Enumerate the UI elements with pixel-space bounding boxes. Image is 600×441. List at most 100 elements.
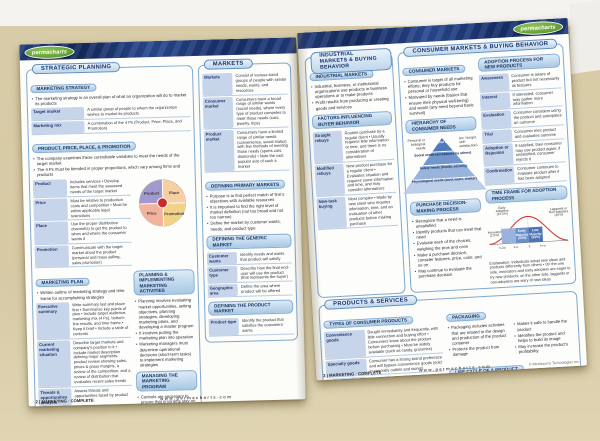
row-value: If interested, consumer may gather more … xyxy=(512,89,554,107)
pie-label-price: Price xyxy=(146,210,157,217)
bullet-icon: • xyxy=(135,341,138,347)
tick-label: x̄-2σ xyxy=(499,245,506,250)
subheader-hierarchy: HIERARCHY OF CONSUMER NEEDS xyxy=(405,116,477,134)
bullet-list: • Purpose is to find perfect match of fir… xyxy=(206,191,290,231)
pie-label-product: Product xyxy=(143,190,160,196)
bullet-icon: • xyxy=(33,155,35,161)
row-label: Place xyxy=(33,221,69,245)
bullet-list: • Packaging includes activities that are … xyxy=(448,321,510,359)
left-page-content: STRATEGIC PLANNING MARKETING STRATEGY • T… xyxy=(20,53,306,407)
bullet-icon: • xyxy=(33,167,36,173)
bullet-list: • Recognize that a need is unsatisfied • Id… xyxy=(412,215,484,279)
marketing-plan-column: MARKETING PLAN • Written outline of marke… xyxy=(35,269,137,407)
row-label: New-task buying xyxy=(316,196,347,230)
bullet-list: • Consumer is target of all marketing eff… xyxy=(404,75,475,116)
table-row: Markets Consist of various-sized groups o… xyxy=(202,71,288,97)
row-value: Consumer is aware of product but not nec… xyxy=(511,70,560,88)
subheader-adoption-process: ADOPTION PROCESS FOR NEW PRODUCTS xyxy=(477,53,561,72)
bullet-text: Protects the product from damage xyxy=(452,344,500,357)
subheader-managing-program: MANAGING THE MARKETING PROGRAM xyxy=(135,370,198,392)
bullet-item: • May increase the product's profitabilit… xyxy=(515,341,575,355)
bullet-icon: • xyxy=(134,298,137,305)
table: Straight rebuys Routine purchase by a reg… xyxy=(312,127,399,231)
bullet-icon: • xyxy=(206,204,209,210)
table: Awareness Consumer is aware of product bu… xyxy=(478,70,567,186)
bullet-icon: • xyxy=(411,218,414,224)
table-row: Executive summary Write summary last and … xyxy=(36,300,131,340)
phase-label: Introduction xyxy=(449,379,482,381)
row-label: Geographic area xyxy=(207,284,239,298)
row-value: Consumer considers using the product and… xyxy=(513,107,562,126)
subheader-factors: FACTORS INFLUENCING BUYER BEHAVIOR xyxy=(311,110,393,129)
row-label: Awareness xyxy=(478,73,510,92)
row-value: Use the proper distribution channel(s) t… xyxy=(70,220,127,242)
row-label: Adoption or Rejection xyxy=(482,142,514,166)
table: Customer wants Identify needs and wants t… xyxy=(206,250,293,299)
bullet-icon: • xyxy=(413,252,416,258)
table-row: Customer type Describe how the final end-… xyxy=(207,264,293,285)
row-value: Consumers have a broad range of similar … xyxy=(236,95,286,126)
table: Product Includes services • Develop items… xyxy=(32,177,133,270)
consumer-left-column: CONSUMER MARKETS • Consumer is target of … xyxy=(402,56,485,281)
table-row: Product type Identify the product that sa… xyxy=(208,316,294,337)
row-label: Customer type xyxy=(207,265,238,284)
row-label: Price xyxy=(33,198,68,221)
subheader-purchase-process: PURCHASE DECISION-MAKING PROCESS xyxy=(409,197,482,216)
phase-label: Maturity xyxy=(514,375,546,381)
subheader-defining-product: DEFINING THE PRODUCT MARKET xyxy=(208,299,294,317)
adoption-curve-chart: Innovators (2.5%) Early Adopters (13.5%)… xyxy=(486,203,571,259)
row-value: Describe how the final end-user will use… xyxy=(240,264,290,281)
row-label: Straight rebuys xyxy=(312,130,344,164)
bullet-icon: • xyxy=(206,221,209,227)
bullet-item: • It is important to find the right level… xyxy=(206,203,289,221)
bullet-item: • Written outline of marketing strategy a… xyxy=(37,288,129,301)
subheader-packaging: PACKAGING xyxy=(445,311,487,323)
table: Product type Identify the product that sa… xyxy=(208,316,294,337)
table-row: Product market Consumers have a limited r… xyxy=(203,128,290,173)
lifecycle-svg xyxy=(450,380,580,381)
segment-late-majority: Late Majority (34%) xyxy=(528,226,543,243)
bullet-icon: • xyxy=(206,193,208,199)
table-row: Geographic area Define the area where pro… xyxy=(207,282,293,299)
bullet-icon: • xyxy=(404,79,406,85)
phase-label: Decline xyxy=(546,374,578,381)
section-title-markets: MARKETS xyxy=(203,58,253,70)
permacharts-logo: permacharts xyxy=(24,45,75,60)
row-label: Evaluation xyxy=(480,110,512,129)
row-value: Describe target markets and company's po… xyxy=(73,338,131,384)
strategic-planning-column: STRATEGIC PLANNING MARKETING STRATEGY • T… xyxy=(25,60,207,407)
consumer-right-column: ADOPTION PROCESS FOR NEW PRODUCTS Awaren… xyxy=(477,51,572,285)
table-row: Place Use the proper distribution channel… xyxy=(33,220,132,246)
row-value: A similar group of people to whom the or… xyxy=(87,104,178,117)
section-title-industrial: INDUSTRIAL MARKETS & BUYING BEHAVIOR xyxy=(310,47,393,75)
row-value: Communicate with the target market about… xyxy=(71,243,123,265)
row-value: Define the area where product will be of… xyxy=(240,283,281,295)
permacharts-logo: permacharts xyxy=(512,20,564,36)
bullet-icon: • xyxy=(311,100,314,106)
row-value: Includes services • Develop items that m… xyxy=(69,178,123,195)
row-value: Consist of various-sized groups of peopl… xyxy=(235,71,287,93)
bullet-icon: • xyxy=(514,332,516,339)
row-label: Interest xyxy=(479,91,511,111)
left-page: permacharts STRATEGIC PLANNING MARKETING… xyxy=(19,37,306,407)
bullet-text: It involves putting the marketing plan i… xyxy=(139,329,194,341)
subheader-marketing-strategy: MARKETING STRATEGY xyxy=(30,83,97,94)
table-row: Customer wants Identify needs and wants t… xyxy=(206,250,293,266)
row-value: Consumers have a limited range of simila… xyxy=(236,128,289,169)
chart-explanation: Explanation: Individuals adopt new ideas… xyxy=(489,257,571,285)
row-label: Markets xyxy=(202,72,233,96)
row-value: New product purchase for a regular clien… xyxy=(346,160,394,193)
needs-pyramid-chart: Personal or biological needs (ex. hunger… xyxy=(406,134,480,198)
bullet-icon: • xyxy=(414,268,417,274)
bullet-icon: • xyxy=(447,325,450,331)
subheader-planning-implementing: PLANNING & IMPLEMENTING MARKETING ACTIVI… xyxy=(133,269,195,297)
background-corner xyxy=(570,0,600,75)
bullet-icon: • xyxy=(412,229,415,235)
section-marketing-strategy: MARKETING STRATEGY • The marketing strate… xyxy=(30,73,191,136)
phase-label: Growth xyxy=(481,377,514,381)
table-row: Adoption or Rejection If satisfied, then … xyxy=(482,139,566,167)
subheader-defining-primary: DEFINING PRIMARY MARKETS xyxy=(204,179,286,191)
bullet-icon: • xyxy=(448,346,451,352)
segment-early-adopters xyxy=(501,227,516,244)
bullet-item: • Motivated by needs (basics that ensure … xyxy=(405,92,475,116)
